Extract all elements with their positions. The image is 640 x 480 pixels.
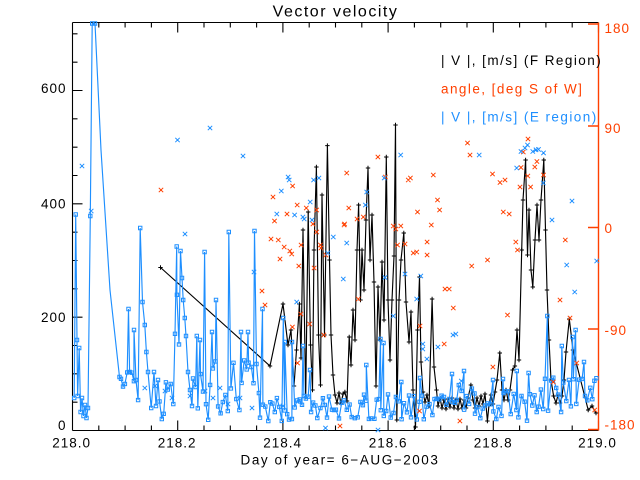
svg-text:218.4: 218.4 xyxy=(263,435,302,450)
svg-text:219.0: 219.0 xyxy=(578,435,617,450)
svg-text:218.6: 218.6 xyxy=(369,435,408,450)
svg-text:200: 200 xyxy=(41,310,67,325)
svg-text:180: 180 xyxy=(605,21,631,36)
svg-text:-90: -90 xyxy=(605,323,628,338)
svg-text:0: 0 xyxy=(58,418,67,433)
svg-text:400: 400 xyxy=(41,197,67,212)
svg-text:Day of year= 6−AUG−2003: Day of year= 6−AUG−2003 xyxy=(241,453,440,468)
svg-text:Vector velocity: Vector velocity xyxy=(273,4,399,21)
svg-text:600: 600 xyxy=(41,81,67,96)
svg-text:| V |, [m/s] (E region): | V |, [m/s] (E region) xyxy=(441,110,598,125)
svg-text:218.8: 218.8 xyxy=(474,435,513,450)
svg-text:218.0: 218.0 xyxy=(52,435,91,450)
svg-text:angle, [deg S of W]: angle, [deg S of W] xyxy=(441,82,583,97)
svg-text:-180: -180 xyxy=(605,418,636,433)
svg-text:218.2: 218.2 xyxy=(158,435,197,450)
svg-text:0: 0 xyxy=(605,221,614,236)
svg-text:90: 90 xyxy=(605,121,622,136)
svg-text:| V |, [m/s] (F Region): | V |, [m/s] (F Region) xyxy=(441,53,602,68)
